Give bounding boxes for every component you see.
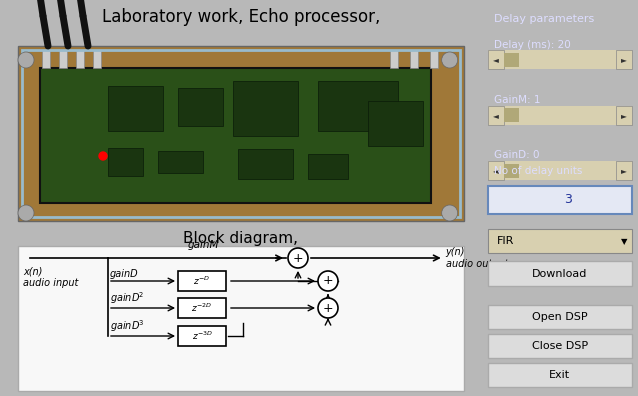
Bar: [410, 50, 418, 68]
Bar: [488, 305, 632, 329]
Text: Delay (ms): 20: Delay (ms): 20: [494, 40, 571, 50]
Circle shape: [18, 205, 34, 221]
Bar: [368, 101, 423, 146]
Bar: [488, 50, 632, 69]
Bar: [488, 50, 503, 69]
Text: $z^{-2D}$: $z^{-2D}$: [191, 302, 212, 314]
Text: Close DSP: Close DSP: [532, 341, 588, 351]
Bar: [18, 46, 464, 221]
Text: 3: 3: [564, 194, 572, 206]
Bar: [616, 161, 632, 180]
Text: ▼: ▼: [621, 237, 627, 246]
Bar: [616, 50, 632, 69]
Bar: [59, 50, 67, 68]
Circle shape: [99, 152, 107, 160]
Text: +: +: [323, 301, 333, 314]
Text: gainD$^3$: gainD$^3$: [110, 318, 144, 334]
Bar: [488, 106, 503, 125]
Text: gainM: gainM: [187, 240, 219, 250]
Circle shape: [318, 271, 338, 291]
Bar: [178, 88, 223, 126]
Text: ◄: ◄: [493, 166, 499, 175]
Bar: [308, 154, 348, 179]
Text: Exit: Exit: [549, 370, 570, 380]
Text: +: +: [293, 251, 303, 265]
Circle shape: [288, 248, 308, 268]
Bar: [318, 81, 398, 131]
Bar: [178, 298, 226, 318]
Circle shape: [441, 205, 457, 221]
Bar: [390, 50, 397, 68]
Bar: [429, 50, 438, 68]
Text: Laboratory work, Echo processor,: Laboratory work, Echo processor,: [101, 8, 380, 26]
Bar: [503, 108, 519, 122]
Circle shape: [318, 298, 338, 318]
Text: $z^{-3D}$: $z^{-3D}$: [191, 330, 212, 342]
Text: Open DSP: Open DSP: [532, 312, 588, 322]
Text: Delay parameters: Delay parameters: [494, 14, 595, 24]
Text: No of delay units: No of delay units: [494, 166, 582, 176]
Text: ◄: ◄: [493, 111, 499, 120]
Bar: [18, 246, 464, 391]
Text: gainD$^2$: gainD$^2$: [110, 290, 144, 306]
Circle shape: [18, 52, 34, 68]
Bar: [238, 149, 293, 179]
Bar: [93, 50, 101, 68]
Bar: [488, 161, 632, 180]
Bar: [488, 363, 632, 387]
Bar: [40, 68, 431, 203]
Text: GainD: 0: GainD: 0: [494, 150, 540, 160]
Bar: [488, 186, 632, 214]
Bar: [488, 261, 632, 286]
Bar: [178, 326, 226, 346]
Bar: [503, 164, 519, 178]
Text: ►: ►: [621, 166, 627, 175]
Text: ►: ►: [621, 111, 627, 120]
Text: Download: Download: [532, 268, 588, 279]
Bar: [233, 81, 298, 136]
Text: +: +: [323, 274, 333, 287]
Bar: [503, 53, 519, 67]
Text: Block diagram,: Block diagram,: [183, 231, 299, 246]
Text: y(n)
audio output: y(n) audio output: [446, 247, 508, 269]
Text: FIR: FIR: [498, 236, 515, 246]
Bar: [488, 334, 632, 358]
Text: GainM: 1: GainM: 1: [494, 95, 540, 105]
Text: ►: ►: [621, 55, 627, 64]
Text: $z^{-D}$: $z^{-D}$: [193, 275, 211, 287]
Bar: [488, 229, 632, 253]
Bar: [42, 50, 50, 68]
Bar: [22, 50, 460, 217]
Circle shape: [441, 52, 457, 68]
Bar: [108, 86, 163, 131]
Bar: [76, 50, 84, 68]
Text: x(n)
audio input: x(n) audio input: [23, 266, 78, 287]
Bar: [178, 271, 226, 291]
Bar: [158, 151, 203, 173]
Text: gainD: gainD: [110, 269, 138, 279]
Bar: [488, 106, 632, 125]
Bar: [616, 106, 632, 125]
Text: ◄: ◄: [493, 55, 499, 64]
Bar: [488, 161, 503, 180]
Bar: [108, 148, 143, 176]
